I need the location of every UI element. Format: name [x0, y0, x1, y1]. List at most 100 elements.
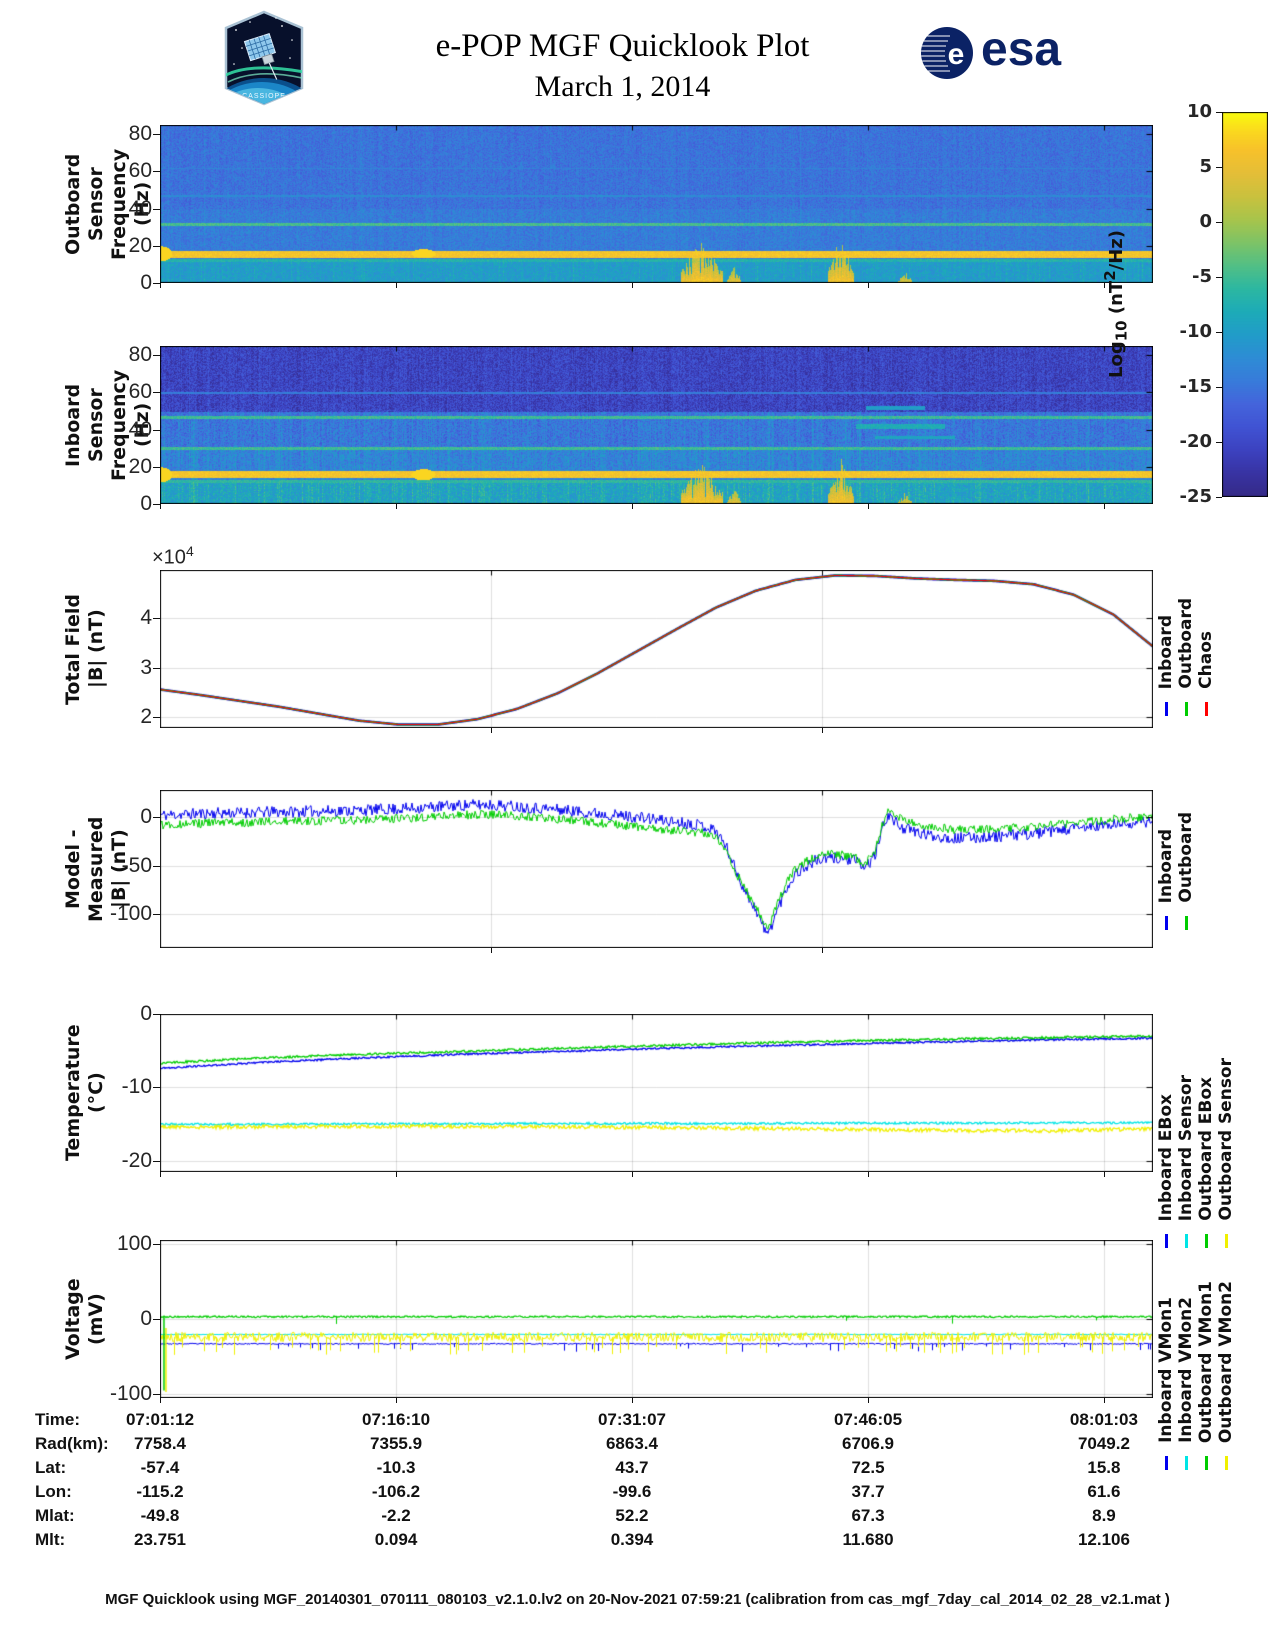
y-tick-label: 0	[140, 271, 152, 294]
y-tick-label: 60	[128, 380, 152, 404]
y-tick-mark	[153, 467, 160, 468]
table-value: 0.094	[374, 1530, 418, 1549]
table-value: -10.3	[376, 1458, 416, 1477]
y-tick-mark	[153, 1087, 160, 1088]
colorbar-tick-mark	[1216, 112, 1222, 113]
y-tick-label: 0	[140, 805, 152, 829]
y-tick-label: 3	[140, 655, 152, 679]
colorbar-tick-label: -25	[1179, 486, 1212, 507]
y-tick-label: 4	[140, 606, 152, 630]
table-value: 07:31:07	[597, 1410, 666, 1429]
table-value: -57.4	[140, 1458, 180, 1477]
colorbar-label-text: Log	[1106, 341, 1127, 379]
legend-entry: Outboard	[1176, 812, 1196, 930]
colorbar-label-text: /Hz)	[1106, 230, 1127, 271]
colorbar	[1222, 112, 1268, 497]
x-tick-mark	[160, 1172, 161, 1177]
y-tick-mark	[153, 392, 160, 393]
table-value: 23.751	[134, 1530, 186, 1549]
colorbar-tick-label: 0	[1199, 211, 1212, 232]
legend-color-tick	[1224, 1456, 1228, 1470]
legend-entry: Chaos	[1196, 631, 1216, 716]
table-value: 7758.4	[134, 1434, 186, 1453]
colorbar-tick-label: 10	[1186, 101, 1212, 122]
table-value: 07:01:12	[125, 1410, 195, 1429]
colorbar-tick-label: -10	[1179, 321, 1212, 342]
legend-color-tick	[1164, 1234, 1168, 1248]
ylabel-total-field: Total Field |B| (nT)	[62, 593, 107, 705]
table-value: 52.2	[615, 1506, 649, 1525]
legend-color-tick	[1204, 1234, 1208, 1248]
y-tick-mark	[153, 618, 160, 619]
legend-label: Inboard	[1156, 828, 1176, 903]
esa-logo: e esa	[920, 23, 1061, 80]
y-tick-label: 80	[128, 122, 152, 146]
y-tick-mark	[153, 171, 160, 172]
colorbar-label: Log10 (nT2/Hz)	[1100, 112, 1134, 497]
x-tick-mark	[632, 1172, 633, 1177]
colorbar-tick-mark	[1216, 387, 1222, 388]
x-tick-mark	[1104, 1398, 1105, 1403]
outboard-spectrogram-panel	[160, 125, 1153, 283]
table-value: 0.394	[610, 1530, 654, 1549]
legend-entry: Inboard EBox	[1156, 1094, 1176, 1248]
legend-color-tick	[1184, 916, 1188, 930]
y-tick-label: -10	[121, 1075, 152, 1099]
table-value: 61.6	[1087, 1482, 1121, 1501]
legend-entry: Inboard Sensor	[1176, 1075, 1196, 1248]
table-value: -2.2	[381, 1506, 411, 1525]
y-tick-mark	[153, 246, 160, 247]
legend-color-tick	[1164, 702, 1168, 716]
table-value: 07:16:10	[362, 1410, 431, 1429]
x-tick-mark	[396, 1172, 397, 1177]
x-tick-mark	[868, 283, 869, 288]
multiplier-base: ×10	[152, 546, 186, 569]
table-value: 67.3	[851, 1506, 885, 1525]
colorbar-tick-mark	[1216, 497, 1222, 498]
legend-color-tick	[1184, 1456, 1188, 1470]
esa-globe-icon: e	[921, 27, 973, 79]
table-value: -99.6	[612, 1482, 652, 1501]
y-tick-label: 2	[140, 705, 152, 729]
colorbar-label-sup: 2	[1101, 270, 1119, 282]
table-row-label: Time:	[35, 1410, 81, 1429]
legend-color-tick	[1164, 1456, 1168, 1470]
table-value: 6706.9	[842, 1434, 894, 1453]
y-tick-label: 40	[128, 196, 152, 220]
colorbar-tick-label: 5	[1199, 156, 1212, 177]
x-tick-mark	[632, 283, 633, 288]
y-tick-mark	[153, 283, 160, 284]
table-value: 8.9	[1092, 1506, 1116, 1525]
y-tick-mark	[153, 1394, 160, 1395]
legend-entry: Outboard	[1176, 598, 1196, 716]
colorbar-tick-label: -20	[1179, 431, 1212, 452]
table-value: 11.680	[842, 1530, 894, 1549]
y-tick-mark	[153, 717, 160, 718]
y-tick-mark	[153, 668, 160, 669]
legend-model_minus_measured: Inboard Outboard	[1156, 640, 1196, 930]
colorbar-label-text: (nT	[1106, 281, 1127, 321]
y-tick-mark	[153, 817, 160, 818]
table-value: 43.7	[615, 1458, 649, 1477]
legend-color-tick	[1184, 702, 1188, 716]
legend-color-tick	[1204, 702, 1208, 716]
x-tick-mark	[632, 504, 633, 509]
table-value: -115.2	[136, 1482, 184, 1501]
y-tick-label: -50	[121, 853, 152, 877]
legend-entry: Inboard VMon1	[1156, 1297, 1176, 1470]
esa-wordmark: esa	[981, 22, 1062, 76]
y-tick-label: -100	[109, 1382, 152, 1406]
legend-total_field: Inboard Outboard Chaos	[1156, 426, 1216, 716]
y-tick-label: -100	[109, 902, 152, 926]
legend-color-tick	[1224, 1234, 1228, 1248]
footer-note: MGF Quicklook using MGF_20140301_070111_…	[105, 1591, 1170, 1608]
legend-entry: Inboard	[1156, 829, 1176, 930]
table-value: 37.7	[851, 1482, 885, 1501]
x-tick-mark	[1104, 283, 1105, 288]
table-value: 72.5	[851, 1458, 885, 1477]
x-tick-mark	[160, 283, 161, 288]
y-tick-mark	[153, 1244, 160, 1245]
patch-text: CASSIOPE	[242, 93, 286, 100]
cassiope-mission-patch: CASSIOPE	[220, 10, 308, 106]
